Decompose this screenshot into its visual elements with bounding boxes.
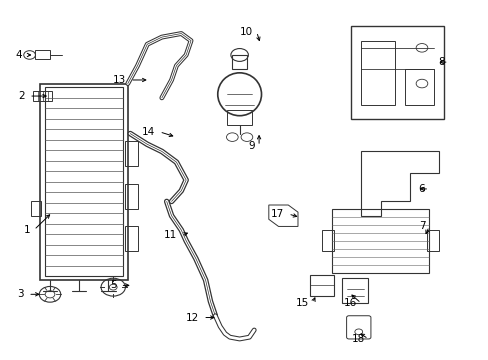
Text: 4: 4 (15, 50, 22, 60)
Bar (125, 184, 137, 208)
Bar (30, 202, 41, 216)
Bar (227, 111, 251, 125)
Text: 8: 8 (437, 57, 444, 67)
Text: 7: 7 (418, 221, 425, 231)
Text: 10: 10 (239, 27, 252, 37)
Bar (309, 275, 334, 296)
Bar (33, 91, 52, 102)
Text: 3: 3 (18, 289, 24, 299)
Bar (361, 41, 394, 105)
Bar (40, 84, 127, 280)
Text: 11: 11 (164, 230, 177, 240)
Bar (351, 26, 443, 119)
Bar (125, 226, 137, 251)
Bar (125, 141, 137, 166)
Bar (232, 55, 246, 69)
Text: 6: 6 (418, 184, 425, 194)
Bar (426, 230, 438, 251)
Text: 12: 12 (185, 312, 199, 323)
Text: 2: 2 (19, 91, 25, 101)
Bar (331, 208, 428, 273)
Bar (404, 69, 433, 105)
Text: 15: 15 (295, 298, 308, 308)
Text: 18: 18 (351, 334, 364, 344)
Text: 17: 17 (270, 209, 284, 219)
Text: 9: 9 (248, 141, 255, 151)
Bar (341, 278, 368, 303)
Text: 5: 5 (110, 280, 116, 291)
Text: 16: 16 (344, 298, 357, 308)
Bar (35, 50, 50, 59)
Text: 14: 14 (142, 127, 155, 137)
Text: 13: 13 (113, 75, 126, 85)
Bar (45, 87, 122, 276)
Bar (322, 230, 334, 251)
Text: 1: 1 (23, 225, 30, 235)
